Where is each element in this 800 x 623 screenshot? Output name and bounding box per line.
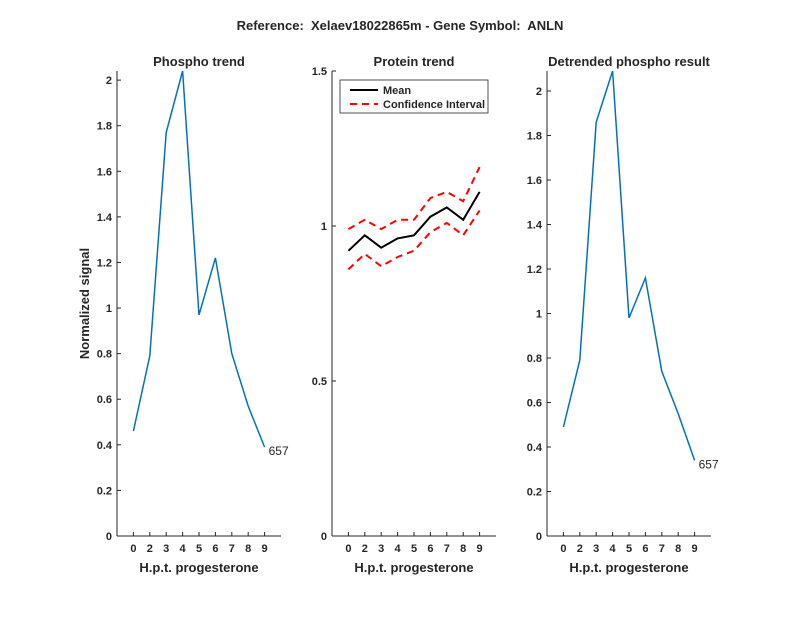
series-line-signal [563,71,694,460]
x-tick-label: 9 [262,543,268,555]
subplot-title: Phospho trend [153,54,245,69]
y-axis-label: Normalized signal [77,248,92,359]
x-tick-label: 3 [378,543,384,555]
legend: Mean Confidence Interval [340,80,488,113]
y-tick-label: 0 [106,531,112,543]
series-line-signal [133,71,264,447]
y-tick-label: 1.8 [97,121,112,133]
y-tick-label: 1 [321,221,327,233]
x-tick-label: 5 [411,543,417,555]
x-tick-label: 9 [477,543,483,555]
x-tick-label: 0 [560,543,566,555]
x-tick-label: 0 [130,543,136,555]
y-tick-label: 1.2 [97,257,112,269]
x-tick-label: 7 [229,543,235,555]
x-axis-label: H.p.t. progesterone [354,560,473,575]
x-tick-label: 3 [163,543,169,555]
y-tick-label: 1 [106,303,112,315]
x-tick-label: 7 [444,543,450,555]
x-tick-label: 8 [460,543,466,555]
y-tick-label: 0.6 [97,394,112,406]
x-tick-label: 2 [577,543,583,555]
x-tick-label: 6 [212,543,218,555]
y-tick-label: 0.6 [527,398,542,410]
y-tick-label: 1.2 [527,264,542,276]
point-annotation: 657 [699,457,719,471]
y-tick-label: 0 [321,531,327,543]
x-tick-label: 6 [642,543,648,555]
subplot-1: Phospho trend H.p.t. progesterone Normaliz… [77,54,289,575]
y-tick-label: 0 [536,531,542,543]
y-tick-label: 0.2 [527,487,542,499]
x-tick-label: 0 [345,543,351,555]
x-tick-label: 5 [196,543,202,555]
x-tick-label: 8 [675,543,681,555]
series-line-mean [348,192,479,251]
point-annotation: 657 [269,444,289,458]
y-tick-label: 1.6 [527,175,542,187]
y-tick-label: 1.8 [527,131,542,143]
x-axis-label: H.p.t. progesterone [569,560,688,575]
y-tick-label: 1 [536,309,542,321]
subplot-title: Protein trend [374,54,455,69]
x-tick-label: 8 [245,543,251,555]
x-tick-label: 5 [626,543,632,555]
x-tick-label: 4 [180,543,187,555]
y-tick-label: 2 [106,75,112,87]
y-tick-label: 0.8 [97,349,112,361]
subplot-title: Detrended phospho result [548,54,710,69]
x-tick-label: 4 [610,543,617,555]
y-tick-label: 1.5 [312,66,327,78]
legend-label-ci: Confidence Interval [383,99,485,111]
x-tick-label: 2 [147,543,153,555]
y-tick-label: 0.4 [97,440,113,452]
figure-suptitle: Reference: Xelaev18022865m - Gene Symbol… [237,18,564,33]
y-tick-label: 0.4 [527,442,543,454]
x-tick-label: 3 [593,543,599,555]
y-tick-label: 1.4 [527,220,543,232]
y-tick-label: 2 [536,86,542,98]
x-axis-label: H.p.t. progesterone [139,560,258,575]
y-tick-label: 0.5 [312,376,327,388]
y-tick-label: 1.4 [97,212,113,224]
x-tick-label: 7 [659,543,665,555]
x-tick-label: 6 [427,543,433,555]
legend-label-mean: Mean [383,85,411,97]
x-tick-label: 9 [692,543,698,555]
x-tick-label: 2 [362,543,368,555]
y-tick-label: 1.6 [97,166,112,178]
y-tick-label: 0.2 [97,485,112,497]
subplot-3: Detrended phospho result H.p.t. progester… [527,54,719,575]
x-tick-label: 4 [395,543,402,555]
y-tick-label: 0.8 [527,353,542,365]
